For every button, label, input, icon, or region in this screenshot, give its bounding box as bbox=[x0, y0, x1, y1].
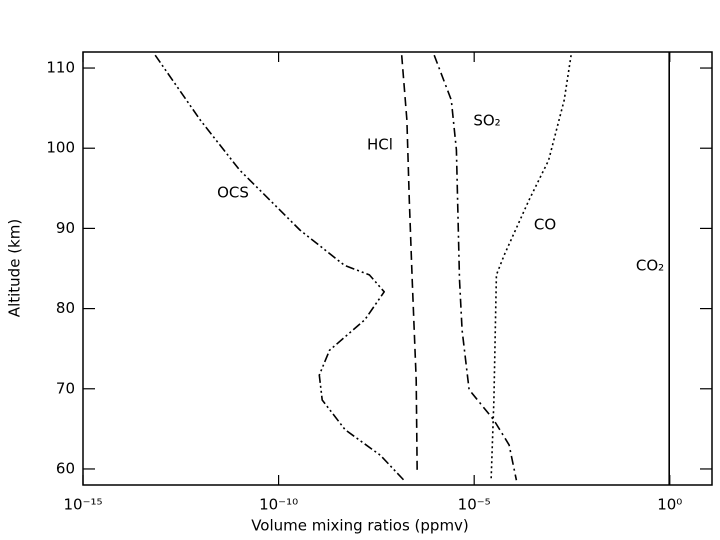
series-label: HCl bbox=[367, 136, 393, 154]
y-tick-label: 110 bbox=[46, 59, 75, 77]
series-label: CO bbox=[534, 216, 556, 234]
profile-line bbox=[154, 54, 405, 481]
y-tick-label: 60 bbox=[56, 459, 75, 477]
y-tick-label: 70 bbox=[56, 379, 75, 397]
profile-line bbox=[400, 55, 418, 475]
series-label: OCS bbox=[217, 184, 249, 202]
series-label: CO₂ bbox=[636, 257, 664, 275]
x-axis-label: Volume mixing ratios (ppmv) bbox=[251, 517, 469, 535]
profile-line bbox=[433, 54, 518, 481]
plot-frame bbox=[82, 51, 713, 486]
y-axis-label: Altitude (km) bbox=[6, 219, 24, 317]
y-tick-label: 80 bbox=[56, 299, 75, 317]
y-tick-label: 90 bbox=[56, 219, 75, 237]
x-tick-label: 10⁰ bbox=[657, 496, 682, 514]
y-tick-label: 100 bbox=[46, 139, 75, 157]
x-tick-label: 10⁻¹⁰ bbox=[259, 496, 298, 514]
x-tick-label: 10⁻⁵ bbox=[458, 496, 491, 514]
profile-line bbox=[490, 55, 572, 481]
series-label: SO₂ bbox=[473, 112, 500, 130]
x-tick-label: 10⁻¹⁵ bbox=[63, 496, 102, 514]
